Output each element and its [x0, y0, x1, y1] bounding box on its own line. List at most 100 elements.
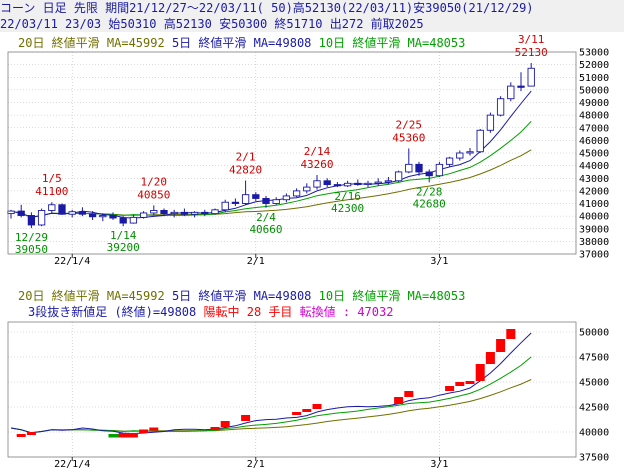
ma10-line — [10, 120, 532, 218]
candle — [517, 72, 525, 92]
candle-body — [129, 216, 138, 224]
high-date-label: 2/14 — [304, 145, 331, 158]
ma20-legend-2: 20日 終値平滑 MA=45992 — [18, 289, 165, 303]
candle — [425, 169, 433, 183]
candle-grid — [8, 51, 576, 255]
brick — [475, 364, 485, 381]
candle — [262, 195, 270, 208]
candle — [119, 216, 127, 227]
candle-body — [476, 129, 484, 153]
candle-body — [374, 181, 382, 184]
y-tick-label: 53000 — [579, 48, 609, 59]
candle-body — [405, 163, 413, 173]
candle-body — [496, 98, 505, 116]
y-tick-label: 40000 — [579, 428, 609, 439]
brick-axes: 37500 40000 42500 45000 47500 50000 22/1/4 2/1 3… — [7, 321, 609, 470]
candle — [221, 199, 229, 213]
candle-body — [37, 209, 46, 226]
x-tick-label: 2/1 — [247, 256, 265, 267]
y-tick-label: 46000 — [579, 136, 609, 147]
tlb-reversal: 転換値 : 47032 — [299, 305, 394, 319]
candle — [435, 161, 444, 177]
candle-body — [170, 211, 178, 215]
candle — [150, 205, 158, 215]
candle — [364, 180, 372, 188]
low-date-label: 2/4 — [256, 211, 276, 224]
candle — [78, 207, 87, 217]
brick — [465, 381, 475, 384]
candle-body — [333, 184, 342, 187]
candle — [17, 204, 25, 218]
brick-series — [16, 329, 516, 438]
high-price-label: 45360 — [392, 131, 425, 144]
brick — [16, 434, 26, 437]
candle-body — [78, 211, 87, 215]
high-price-label: 40850 — [137, 188, 170, 201]
brick — [108, 434, 128, 438]
ohlc-summary: 22/03/11 23/03 始50310 高52130 安50300 終517… — [0, 16, 624, 32]
candle-body — [252, 194, 260, 199]
y-tick-label: 42500 — [579, 403, 609, 414]
low-date-label: 12/29 — [15, 231, 48, 244]
candle — [201, 209, 209, 217]
y-tick-label: 39000 — [579, 224, 609, 235]
candle — [313, 174, 321, 190]
candle-body — [282, 195, 291, 201]
high-date-label: 2/1 — [236, 151, 256, 164]
candle — [109, 212, 117, 220]
candle-body — [88, 213, 97, 218]
high-date-label: 2/25 — [396, 118, 423, 131]
candle-body — [313, 180, 321, 188]
tlb-label: 3段抜き新値足 (終値)=49808 — [28, 305, 197, 319]
brick — [496, 339, 506, 352]
candle — [343, 180, 352, 188]
high-price-label: 43260 — [300, 158, 333, 171]
y-tick-label: 49000 — [579, 98, 609, 109]
candle-body — [201, 211, 209, 215]
x-tick-label: 22/1/4 — [54, 256, 90, 267]
candle — [180, 208, 189, 217]
candle-body — [241, 194, 250, 204]
candle — [354, 179, 362, 186]
low-date-label: 2/28 — [416, 185, 443, 198]
candle — [48, 202, 56, 214]
high-date-label: 3/11 — [518, 33, 545, 46]
candle-body — [425, 171, 433, 177]
candle-body — [364, 182, 372, 186]
brick — [26, 432, 36, 435]
brick — [485, 352, 495, 364]
candle — [190, 211, 199, 218]
ma5-legend: 5日 終値平滑 MA=49808 — [171, 36, 312, 50]
candle-body — [517, 85, 525, 88]
y-tick-label: 50000 — [579, 328, 609, 339]
y-tick-label: 44000 — [579, 161, 609, 172]
candle-body — [99, 215, 107, 218]
candle-plot-frame — [7, 51, 577, 255]
y-tick-label: 40000 — [579, 212, 609, 223]
candle-body — [58, 204, 66, 215]
ma5-legend-2: 5日 終値平滑 MA=49808 — [171, 289, 312, 303]
y-tick-label: 45000 — [579, 378, 609, 389]
candle-body — [17, 210, 25, 216]
y-tick-label: 47500 — [579, 353, 609, 364]
ma10-legend-2: 10日 終値平滑 MA=48053 — [318, 289, 466, 303]
tlb-count: 28 手目 — [246, 305, 293, 319]
candle-body — [343, 182, 352, 187]
ma-legend-top: 20日 終値平滑 MA=45992 5日 終値平滑 MA=49808 10日 終… — [18, 35, 465, 51]
candle-body — [211, 209, 219, 215]
candle — [99, 213, 107, 222]
y-tick-label: 38000 — [579, 237, 609, 248]
candle — [476, 129, 484, 153]
candle — [445, 156, 454, 167]
candle-body — [231, 201, 240, 204]
brick — [445, 386, 455, 391]
candle — [27, 212, 36, 229]
candle — [252, 192, 260, 201]
candle — [129, 214, 138, 224]
candle — [527, 62, 535, 87]
candle-series — [7, 62, 535, 229]
candle — [160, 208, 168, 217]
candle — [292, 188, 301, 198]
brick — [312, 404, 322, 409]
